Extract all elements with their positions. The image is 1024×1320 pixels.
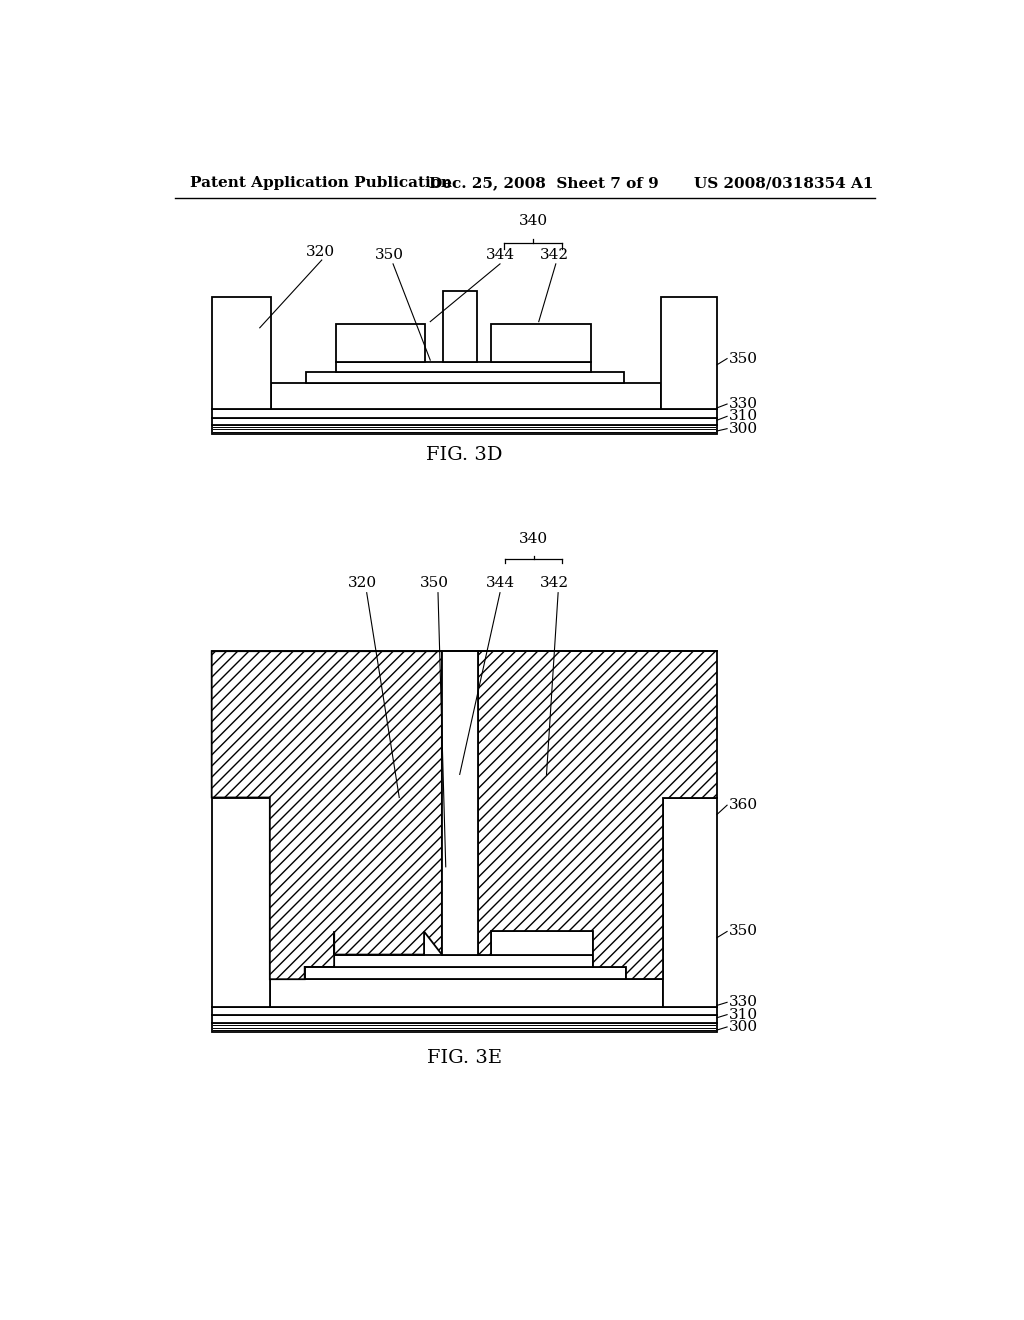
- Bar: [336, 323, 425, 363]
- Bar: [212, 1007, 717, 1015]
- Text: 330: 330: [729, 397, 758, 411]
- Bar: [375, 991, 559, 1007]
- Bar: [334, 954, 593, 966]
- Text: 320: 320: [305, 244, 335, 259]
- Bar: [663, 797, 717, 1007]
- Text: 300: 300: [729, 421, 758, 436]
- Bar: [306, 372, 624, 383]
- Bar: [212, 418, 717, 425]
- Text: 350: 350: [729, 924, 758, 939]
- Bar: [334, 932, 424, 954]
- Text: 344: 344: [485, 576, 515, 590]
- Bar: [212, 1023, 717, 1032]
- Bar: [490, 932, 593, 954]
- Text: 342: 342: [540, 576, 568, 590]
- Bar: [271, 383, 662, 409]
- Polygon shape: [212, 651, 442, 979]
- Bar: [305, 966, 626, 979]
- Text: 360: 360: [729, 799, 758, 812]
- Text: 340: 340: [518, 214, 548, 227]
- Text: 350: 350: [420, 576, 449, 590]
- Bar: [212, 425, 717, 434]
- Bar: [442, 651, 478, 954]
- Text: FIG. 3D: FIG. 3D: [426, 446, 503, 463]
- Text: 342: 342: [540, 248, 568, 263]
- Text: 350: 350: [375, 248, 403, 263]
- Text: 310: 310: [729, 1007, 758, 1022]
- Text: 310: 310: [729, 409, 758, 424]
- Bar: [270, 979, 663, 1007]
- Text: Dec. 25, 2008  Sheet 7 of 9: Dec. 25, 2008 Sheet 7 of 9: [429, 176, 658, 190]
- Text: 350: 350: [729, 351, 758, 366]
- Bar: [662, 297, 717, 409]
- Text: 320: 320: [348, 576, 378, 590]
- Bar: [376, 396, 560, 409]
- Text: Patent Application Publication: Patent Application Publication: [190, 176, 452, 190]
- Bar: [212, 797, 270, 1007]
- Bar: [212, 409, 717, 418]
- Bar: [212, 297, 271, 409]
- Text: 340: 340: [519, 532, 548, 546]
- Text: FIG. 3E: FIG. 3E: [427, 1049, 502, 1067]
- Text: US 2008/0318354 A1: US 2008/0318354 A1: [693, 176, 873, 190]
- Text: 330: 330: [729, 995, 758, 1010]
- Bar: [443, 290, 477, 363]
- Polygon shape: [478, 651, 717, 979]
- Text: 300: 300: [729, 1020, 758, 1034]
- Bar: [212, 1015, 717, 1023]
- Bar: [490, 323, 592, 363]
- Bar: [336, 363, 592, 372]
- Text: 344: 344: [485, 248, 515, 263]
